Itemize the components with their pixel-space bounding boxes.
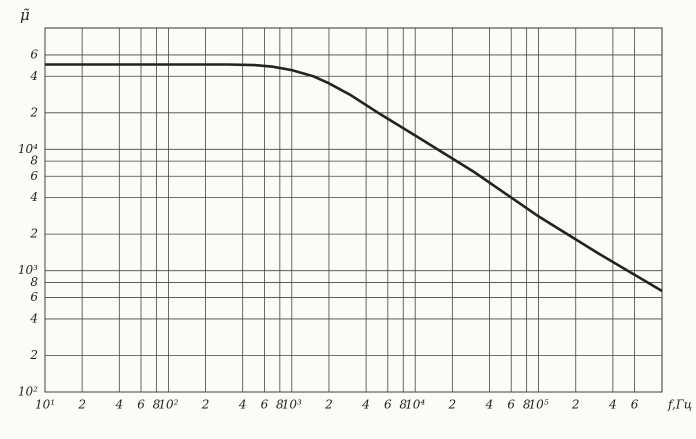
x-tick-label: 2 [324,398,333,412]
y-tick-label: 2 [29,348,38,362]
x-tick-label: 10¹ [35,398,55,412]
x-tick-label: 4 [114,398,123,412]
y-tick-label: 6 [30,47,38,61]
y-tick-label: 10² [18,385,38,399]
x-tick-label: 2 [77,398,86,412]
x-tick-label: 2 [201,398,210,412]
y-tick-label: 10³ [18,263,38,277]
x-tick-label: 10² [158,398,178,412]
y-tick-label: 6 [30,290,38,304]
x-tick-label: 8 [399,398,407,412]
y-tick-label: 8 [30,275,38,289]
data-line [45,63,663,293]
x-tick-label: 6 [261,398,269,412]
plot-frame [44,27,663,393]
y-axis-label: μ̃ [20,6,30,24]
x-tick-label: 8 [523,398,531,412]
y-tick-label: 2 [29,227,38,241]
y-tick-label: 8 [30,154,38,168]
x-tick-label: 8 [153,398,161,412]
x-tick-label: 4 [608,398,617,412]
x-tick-label: 10⁵ [529,398,549,412]
x-tick-label: 6 [631,398,639,412]
y-tick-label: 4 [29,190,38,204]
x-tick-label: 6 [137,398,145,412]
x-tick-label: 2 [448,398,457,412]
y-tick-label: 6 [30,169,38,183]
y-tick-label: 2 [29,105,38,119]
x-tick-label: 4 [361,398,370,412]
x-tick-label: 4 [238,398,247,412]
y-tick-label: 4 [29,69,38,83]
x-tick-label: 2 [571,398,580,412]
x-tick-label: 8 [276,398,284,412]
x-tick-label: 6 [507,398,515,412]
x-tick-label: 6 [384,398,392,412]
x-axis-label: f,Гц [667,398,692,412]
x-tick-label: 4 [485,398,494,412]
x-tick-label: 10³ [282,398,302,412]
y-tick-label: 4 [29,311,38,325]
x-tick-label: 10⁴ [405,398,425,412]
y-tick-label: 10⁴ [18,142,38,156]
